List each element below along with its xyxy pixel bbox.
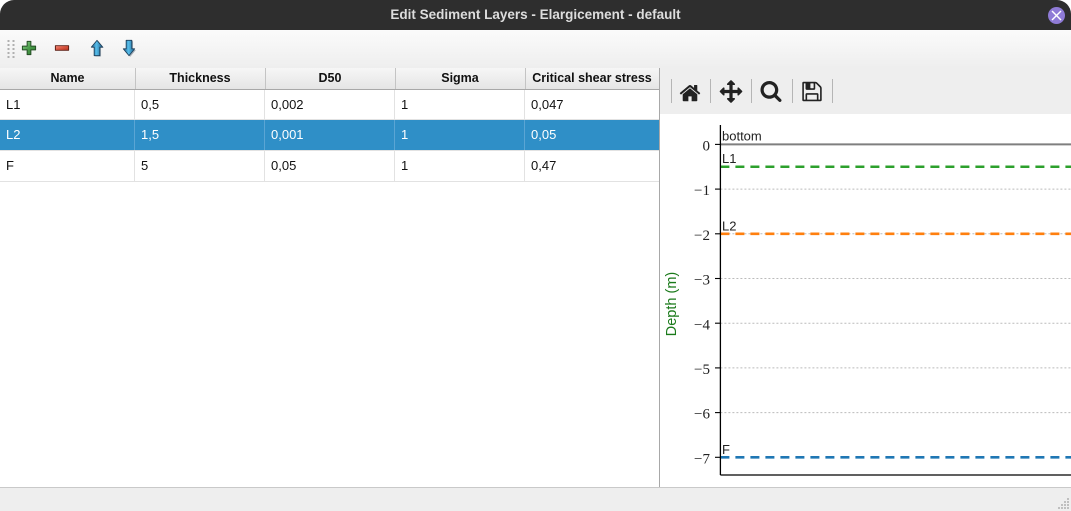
svg-text:−7: −7: [694, 451, 710, 467]
svg-text:bottom: bottom: [722, 128, 762, 143]
svg-text:Depth (m): Depth (m): [664, 271, 680, 335]
svg-text:−4: −4: [694, 317, 710, 333]
svg-text:−3: −3: [694, 272, 710, 288]
svg-text:−1: −1: [694, 183, 710, 199]
svg-text:F: F: [722, 441, 730, 456]
svg-text:−5: −5: [694, 362, 710, 378]
svg-text:0: 0: [703, 138, 711, 154]
svg-text:L1: L1: [722, 151, 736, 166]
svg-text:−2: −2: [694, 227, 710, 243]
svg-text:−6: −6: [694, 406, 710, 422]
svg-text:L2: L2: [722, 218, 736, 233]
